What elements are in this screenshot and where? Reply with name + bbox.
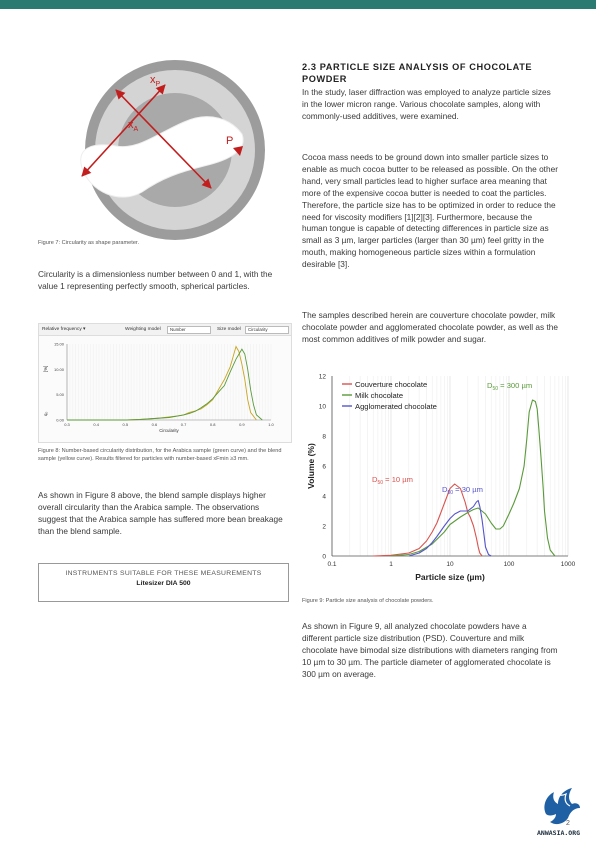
fig8-software-screenshot: Relative frequency ▾ Weighting model Num… bbox=[38, 323, 292, 443]
fig8-y-tick-label: 0.00 bbox=[56, 418, 65, 423]
fig8-x-tick-label: 0.9 bbox=[239, 422, 245, 427]
fig9-x-tick-label: 1 bbox=[389, 561, 393, 568]
instruments-title: INSTRUMENTS SUITABLE FOR THESE MEASUREME… bbox=[65, 570, 262, 577]
instruments-name: Litesizer DIA 500 bbox=[136, 580, 191, 587]
fig9-y-tick-label: 4 bbox=[322, 494, 326, 501]
fig9-x-tick-label: 100 bbox=[504, 561, 515, 568]
size-model-select[interactable]: Circularity bbox=[245, 326, 289, 334]
fig9-x-tick-label: 1000 bbox=[561, 561, 576, 568]
fig9-legend-label-1: Milk chocolate bbox=[355, 391, 403, 400]
fig9-x-tick-label: 0.1 bbox=[327, 561, 336, 568]
fig8-y-tick-label: 10.00 bbox=[54, 367, 65, 372]
fig8-chart: 0.00 5.00 10.00 15.00 0.3 0.4 0.5 0.6 0.7 0.8 0.9 1… bbox=[43, 342, 275, 434]
svg-text:xP: xP bbox=[150, 74, 161, 88]
perimeter-marker bbox=[233, 146, 243, 156]
fig9-y-axis-label: Volume (%) bbox=[306, 443, 316, 489]
fig9-y-tick-label: 2 bbox=[322, 524, 326, 531]
fig8-x-tick-label: 1.0 bbox=[268, 422, 274, 427]
fig8-x-tick-label: 0.7 bbox=[181, 422, 187, 427]
fig9-x-tick-label: 10 bbox=[446, 561, 454, 568]
fig9-d50-annotation-0: D50 = 300 µm bbox=[487, 381, 532, 392]
fig8-x-tick-label: 0.6 bbox=[152, 422, 158, 427]
fig9-y-tick-label: 8 bbox=[322, 434, 326, 441]
fig9-x-axis-label: Particle size (µm) bbox=[415, 572, 485, 582]
fig8-y-tick-label: 5.00 bbox=[56, 392, 65, 397]
fig9-legend-label-0: Couverture chocolate bbox=[355, 380, 427, 389]
fig8-x-tick-label: 0.5 bbox=[123, 422, 129, 427]
fig8-x-axis-label: Circularity bbox=[159, 428, 179, 433]
fig9-series-line-2 bbox=[408, 499, 492, 557]
fig9-y-tick-label: 0 bbox=[322, 554, 326, 561]
fig9-chart: 0 2 4 6 8 10 12 0.1 1 10 100 1000 Particle size (µm)… bbox=[306, 374, 576, 583]
logo-text: ANWASIA.ORG bbox=[537, 829, 581, 837]
weighting-select[interactable]: Number bbox=[167, 326, 211, 334]
right-paragraph-1: In the study, laser diffraction was empl… bbox=[302, 87, 551, 121]
page-number: 2 bbox=[566, 820, 570, 827]
fig8-x-tick-label: 0.4 bbox=[93, 422, 99, 427]
fig9-d50-annotation-1: D50 = 10 µm bbox=[372, 475, 413, 486]
instruments-box: INSTRUMENTS SUITABLE FOR THESE MEASUREME… bbox=[38, 563, 289, 602]
fig8-caption: Figure 8: Number-based circularity distr… bbox=[38, 448, 282, 462]
weighting-label: Weighting model bbox=[125, 327, 161, 332]
fig8-x-tick-label: 0.3 bbox=[64, 422, 70, 427]
xa-arrow bbox=[81, 84, 166, 177]
fig9-series-line-0 bbox=[373, 483, 483, 557]
fig8-q-label: q₀ bbox=[43, 412, 48, 416]
fig8-y-tick-label: 15.00 bbox=[54, 342, 65, 347]
circularity-paragraph: Circularity is a dimensionless number be… bbox=[38, 269, 273, 291]
fig7-caption: Figure 7: Circularity as shape parameter… bbox=[38, 240, 140, 246]
top-accent-bar bbox=[0, 0, 596, 9]
bird-logo-icon bbox=[544, 788, 580, 825]
right-paragraph-3: The samples described herein are couvert… bbox=[302, 310, 558, 344]
fig9-y-tick-label: 12 bbox=[319, 374, 327, 381]
fig8-series-line-1 bbox=[67, 348, 263, 421]
fig9-caption: Figure 9: Particle size analysis of choc… bbox=[302, 598, 434, 604]
size-model-label: Size model bbox=[217, 327, 241, 332]
section-heading: 2.3 PARTICLE SIZE ANALYSIS OF CHOCOLATE … bbox=[302, 62, 533, 84]
fig9-y-tick-label: 10 bbox=[319, 404, 327, 411]
svg-text:xA: xA bbox=[128, 119, 139, 133]
label-xa: x bbox=[128, 119, 134, 131]
rel-freq-dropdown[interactable]: Relative frequency ▾ bbox=[42, 327, 86, 332]
fig9-legend-label-2: Agglomerated chocolate bbox=[355, 402, 437, 411]
fig9-series-line-1 bbox=[390, 399, 556, 557]
fig8-x-tick-label: 0.8 bbox=[210, 422, 216, 427]
fig7-circularity-diagram: xP xA P bbox=[80, 60, 265, 240]
fig8-y-axis-label: [%] bbox=[43, 366, 48, 372]
fig8-paragraph: As shown in Figure 8 above, the blend sa… bbox=[38, 490, 283, 536]
label-p: P bbox=[226, 135, 233, 147]
label-xp: x bbox=[150, 74, 156, 86]
fig8-toolbar: Relative frequency ▾ Weighting model Num… bbox=[39, 324, 291, 336]
fig9-d50-annotation-2: D50 = 30 µm bbox=[442, 485, 483, 496]
right-paragraph-4: As shown in Figure 9, all analyzed choco… bbox=[302, 621, 558, 679]
fig9-y-tick-label: 6 bbox=[322, 464, 326, 471]
fig8-series-line-0 bbox=[67, 345, 257, 421]
right-paragraph-2: Cocoa mass needs to be ground down into … bbox=[302, 152, 558, 270]
